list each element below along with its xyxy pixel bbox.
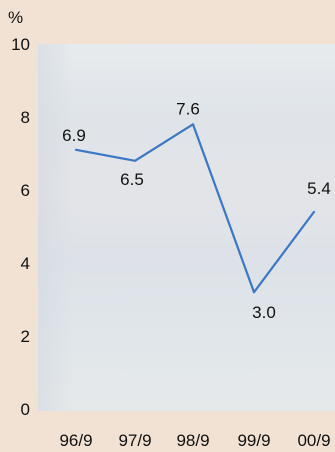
- series-line: [74, 123, 316, 294]
- data-label: 7.6: [176, 99, 200, 118]
- data-labels: 6.9 6.5 7.6 3.0 5.4: [62, 99, 331, 322]
- series-group: [74, 123, 316, 294]
- x-tick-label: 97/9: [118, 431, 151, 450]
- y-tick-label: 8: [21, 108, 30, 127]
- x-tick-label: 99/9: [237, 431, 270, 450]
- y-tick-label: 10: [11, 35, 30, 54]
- y-axis-ticks: 0 2 4 6 8 10: [11, 35, 30, 419]
- x-tick-label: 96/9: [59, 431, 92, 450]
- y-tick-label: 4: [21, 254, 30, 273]
- y-tick-label: 6: [21, 181, 30, 200]
- x-tick-label: 00/9: [297, 431, 330, 450]
- data-label: 5.4: [307, 179, 331, 198]
- plot-area-shade: [38, 44, 335, 411]
- data-label: 6.9: [62, 126, 86, 145]
- x-axis-ticks: 96/9 97/9 98/9 99/9 00/9: [59, 431, 330, 450]
- y-tick-label: 2: [21, 327, 30, 346]
- x-tick-label: 98/9: [176, 431, 209, 450]
- data-label: 6.5: [120, 170, 144, 189]
- y-tick-label: 0: [21, 400, 30, 419]
- y-axis-unit: %: [8, 8, 23, 27]
- data-label: 3.0: [252, 303, 276, 322]
